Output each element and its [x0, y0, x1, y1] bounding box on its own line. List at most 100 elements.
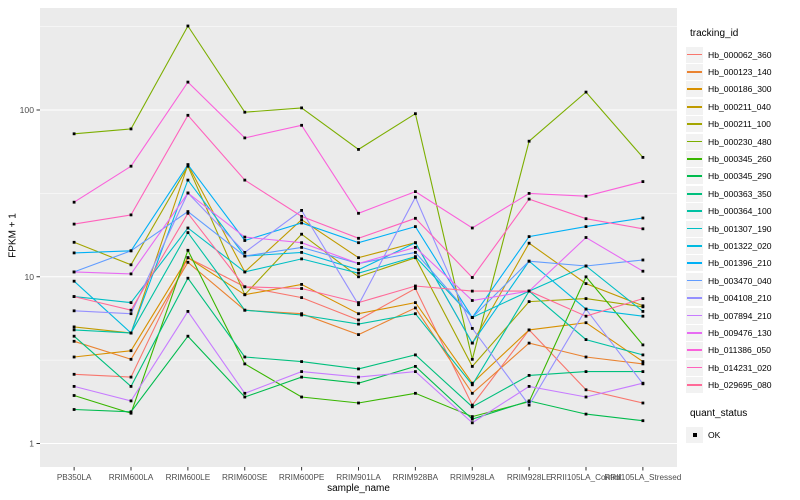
data-point — [243, 136, 247, 140]
swatch-line-icon — [687, 349, 702, 352]
legend-color-swatch — [686, 203, 703, 220]
data-point — [186, 80, 190, 84]
legend-color-swatch — [686, 133, 703, 150]
data-point — [300, 221, 303, 225]
data-point — [527, 192, 531, 195]
legend-title-quant-status: quant_status — [690, 407, 748, 419]
data-point — [72, 328, 76, 332]
legend-color-swatch — [686, 324, 703, 341]
data-point — [470, 276, 474, 279]
data-point — [72, 295, 76, 298]
legend-color-swatch — [686, 46, 703, 63]
legend-item-Hb_000345_260: Hb_000345_260 — [686, 150, 800, 168]
legend-item-label: Hb_009476_130 — [708, 327, 772, 338]
data-point — [72, 339, 76, 343]
legend-color-swatch — [686, 151, 703, 168]
legend-item-label: Hb_000211_040 — [708, 101, 771, 112]
data-point — [300, 287, 303, 290]
legend-item-Hb_014231_020: Hb_014231_020 — [686, 359, 800, 376]
data-point — [584, 314, 588, 318]
data-point — [243, 395, 247, 399]
data-point — [300, 246, 303, 249]
legend-item-label: Hb_000123_140 — [708, 67, 772, 78]
x-tick-label: RRIM600PE — [279, 473, 325, 482]
data-point — [641, 370, 645, 373]
tracking-id-legend-items: Hb_000062_360 Hb_000123_140 Hb_000186_300 H… — [686, 46, 800, 394]
legend: tracking_id Hb_000062_360 Hb_000123_140 Hb… — [686, 28, 800, 443]
data-point — [300, 215, 303, 218]
data-point — [300, 251, 303, 254]
data-point — [357, 322, 360, 326]
data-point — [129, 308, 133, 312]
swatch-line-icon — [687, 158, 702, 160]
legend-item-Hb_001307_190: Hb_001307_190 — [686, 220, 800, 237]
legend-item-Hb_001322_020: Hb_001322_020 — [686, 237, 800, 254]
data-point — [300, 241, 303, 245]
data-point — [470, 316, 474, 319]
data-point — [414, 190, 417, 193]
data-point — [186, 256, 190, 260]
data-point — [584, 297, 588, 300]
data-point — [470, 226, 474, 230]
legend-color-swatch — [686, 377, 703, 394]
data-point — [357, 333, 360, 336]
data-point — [129, 410, 133, 414]
data-point — [414, 255, 417, 258]
data-point — [584, 225, 588, 228]
legend-title-tracking-id: tracking_id — [690, 28, 739, 39]
data-point — [243, 239, 247, 242]
data-point — [186, 211, 190, 215]
data-point — [357, 318, 360, 322]
data-point — [414, 225, 417, 228]
data-point — [527, 399, 531, 403]
swatch-line-icon — [687, 384, 702, 386]
legend-item-label: Hb_000345_290 — [708, 171, 772, 182]
data-point — [129, 357, 133, 361]
x-tick-label: RRIM928LA — [450, 473, 495, 482]
data-point — [414, 365, 417, 368]
data-point — [186, 310, 190, 313]
legend-item-Hb_029695_080: Hb_029695_080 — [686, 376, 800, 394]
data-point — [414, 353, 417, 357]
data-point — [300, 209, 303, 212]
data-point — [641, 269, 645, 273]
data-point — [357, 148, 360, 151]
legend-item-Hb_000211_100: Hb_000211_100 — [686, 116, 800, 133]
data-point — [357, 256, 360, 260]
data-point — [414, 301, 417, 304]
data-point — [243, 355, 247, 359]
swatch-line-icon — [687, 175, 702, 178]
data-point — [300, 375, 303, 379]
data-point — [72, 372, 76, 376]
data-point — [641, 297, 645, 300]
data-point — [357, 375, 360, 379]
legend-color-swatch — [686, 116, 703, 133]
data-point — [129, 331, 133, 335]
data-point — [72, 279, 76, 283]
data-point — [129, 399, 133, 403]
data-point — [72, 385, 76, 388]
data-point — [72, 270, 76, 274]
data-point — [186, 260, 190, 264]
legend-item-Hb_003470_040: Hb_003470_040 — [686, 272, 800, 289]
legend-color-swatch — [686, 255, 703, 272]
data-point — [186, 276, 190, 280]
data-point — [527, 300, 531, 303]
legend-item-label: Hb_001396_210 — [708, 258, 772, 269]
data-point — [527, 259, 531, 263]
swatch-line-icon — [687, 88, 702, 91]
data-point — [300, 123, 303, 127]
data-point — [470, 357, 474, 361]
x-tick-label: RRIM928LE — [507, 473, 552, 482]
data-point — [243, 293, 247, 297]
data-point — [584, 217, 588, 221]
data-point — [584, 275, 588, 279]
data-point — [72, 132, 76, 136]
legend-item-label: Hb_004108_210 — [708, 293, 772, 304]
data-point — [470, 289, 474, 293]
data-point — [641, 310, 645, 313]
data-point — [470, 403, 474, 407]
data-point — [129, 213, 133, 217]
data-point — [641, 180, 645, 183]
data-point — [357, 268, 360, 272]
